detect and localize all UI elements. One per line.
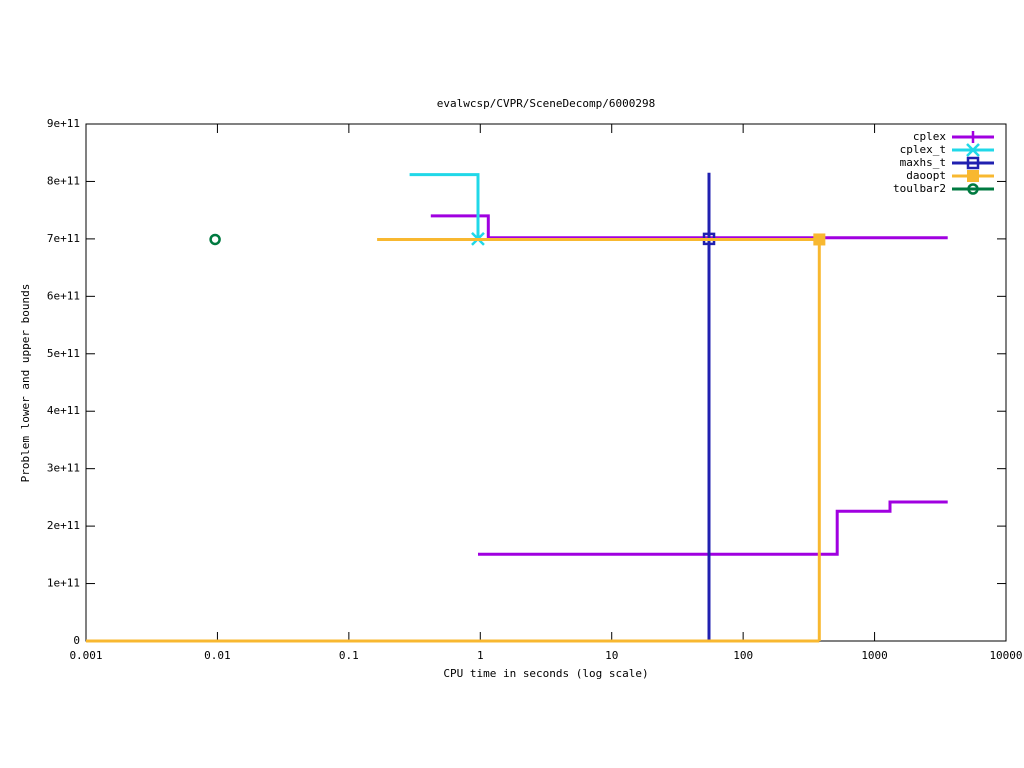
legend-label: cplex xyxy=(913,130,946,143)
legend-label: daoopt xyxy=(906,169,946,182)
legend-marker xyxy=(966,156,980,170)
series-line xyxy=(409,173,480,239)
legend-marker xyxy=(967,170,979,182)
y-tick-label: 6e+11 xyxy=(47,289,80,302)
y-tick-label: 9e+11 xyxy=(47,117,80,130)
x-tick-label: 0.1 xyxy=(339,649,359,662)
y-tick-label: 1e+11 xyxy=(47,577,80,590)
y-tick-label: 0 xyxy=(73,634,80,647)
y-tick-label: 8e+11 xyxy=(47,174,80,187)
x-tick-label: 10 xyxy=(605,649,618,662)
x-tick-label: 1 xyxy=(477,649,484,662)
y-axis-label: Problem lower and upper bounds xyxy=(19,284,32,483)
x-axis-label: CPU time in seconds (log scale) xyxy=(443,667,648,680)
series-line xyxy=(430,214,948,556)
y-tick-label: 7e+11 xyxy=(47,232,80,245)
series-marker xyxy=(813,233,826,246)
y-tick-label: 4e+11 xyxy=(47,404,80,417)
x-tick-label: 1000 xyxy=(861,649,888,662)
chart-title: evalwcsp/CVPR/SceneDecomp/6000298 xyxy=(437,97,656,110)
plot-frame xyxy=(85,123,1007,642)
y-tick-label: 5e+11 xyxy=(47,347,80,360)
legend-marker xyxy=(967,183,979,195)
series-marker xyxy=(209,233,221,246)
legend-marker xyxy=(967,131,979,143)
x-tick-label: 0.01 xyxy=(204,649,231,662)
x-tick-label: 10000 xyxy=(989,649,1022,662)
y-tick-label: 3e+11 xyxy=(47,462,80,475)
legend-marker xyxy=(966,143,980,157)
x-tick-label: 0.001 xyxy=(69,649,102,662)
y-tick-label: 2e+11 xyxy=(47,519,80,532)
x-tick-label: 100 xyxy=(733,649,753,662)
legend-label: maxhs_t xyxy=(900,156,946,169)
legend-label: cplex_t xyxy=(900,143,946,156)
legend-label: toulbar2 xyxy=(893,182,946,195)
